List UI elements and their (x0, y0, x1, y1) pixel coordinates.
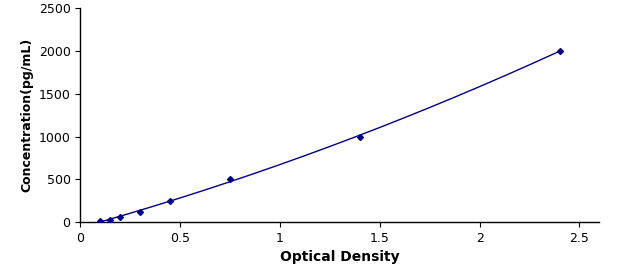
X-axis label: Optical Density: Optical Density (280, 250, 400, 264)
Y-axis label: Concentration(pg/mL): Concentration(pg/mL) (20, 38, 33, 192)
